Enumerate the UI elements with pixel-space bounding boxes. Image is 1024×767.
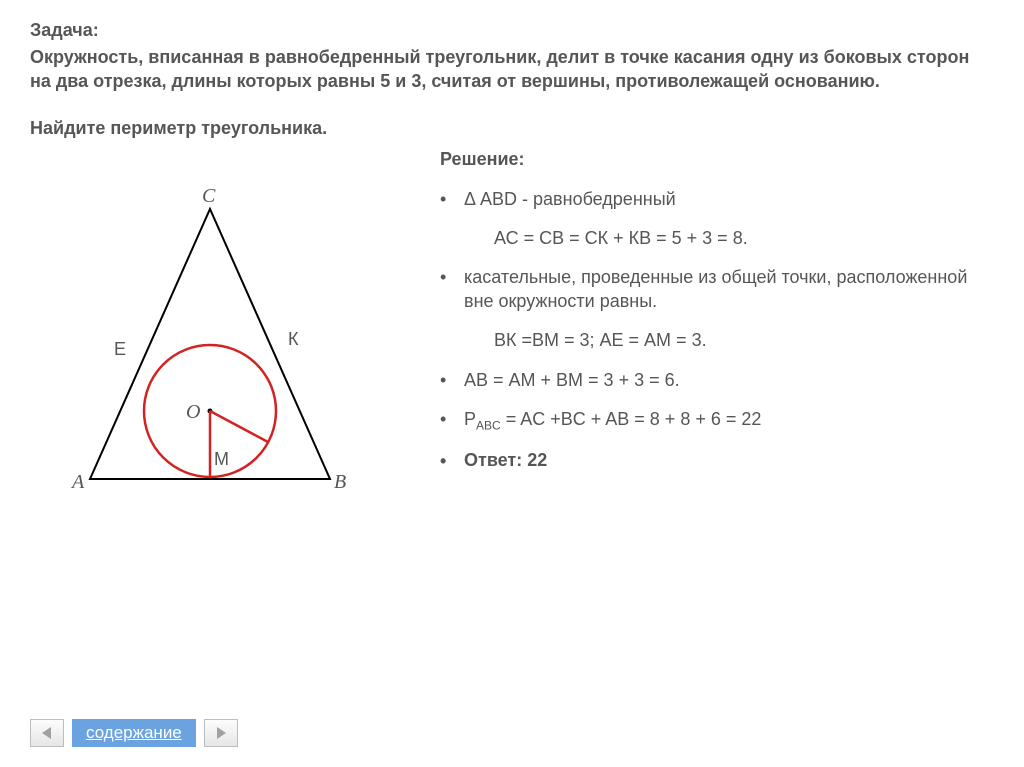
solution-lines: •Δ АВD - равнобедренныйАС = СВ = СК + КВ… <box>440 188 994 435</box>
solution-text: касательные, проведенные из общей точки,… <box>464 266 994 313</box>
bullet: • <box>440 188 464 211</box>
solution-line: •АВ = АМ + ВМ = 3 + 3 = 6. <box>440 369 994 392</box>
solution-column: Решение: •Δ АВD - равнобедренныйАС = СВ … <box>440 149 994 509</box>
solution-line: ВК =ВМ = 3; АЕ = АМ = 3. <box>440 329 994 352</box>
arrow-right-icon <box>213 725 229 741</box>
solution-title: Решение: <box>440 149 994 170</box>
label-m: М <box>214 449 229 470</box>
label-c: C <box>202 185 215 208</box>
diagram-column: C A B O Е К М <box>30 149 430 509</box>
nav-next-button[interactable] <box>204 719 238 747</box>
problem-title: Задача: <box>30 20 994 41</box>
answer-value: : 22 <box>516 450 547 470</box>
solution-line: •касательные, проведенные из общей точки… <box>440 266 994 313</box>
label-k: К <box>288 329 299 350</box>
bullet: • <box>440 266 464 289</box>
problem-find: Найдите периметр треугольника. <box>30 118 994 139</box>
label-a: A <box>72 471 84 494</box>
label-e: Е <box>114 339 126 360</box>
content-row: C A B O Е К М Решение: •Δ АВD - равнобед… <box>30 149 994 509</box>
problem-text: Окружность, вписанная в равнобедренный т… <box>30 45 994 94</box>
contents-link[interactable]: содержание <box>72 719 196 747</box>
solution-text: PABC = AC +BC + AB = 8 + 8 + 6 = 22 <box>464 408 994 434</box>
solution-line: АС = СВ = СК + КВ = 5 + 3 = 8. <box>440 227 994 250</box>
arrow-left-icon <box>39 725 55 741</box>
solution-line: •Δ АВD - равнобедренный <box>440 188 994 211</box>
answer-line: • Ответ: 22 <box>440 450 994 473</box>
answer-text: Ответ: 22 <box>464 450 994 473</box>
answer-label: Ответ <box>464 450 516 470</box>
nav-prev-button[interactable] <box>30 719 64 747</box>
solution-text: АС = СВ = СК + КВ = 5 + 3 = 8. <box>494 227 994 250</box>
solution-line: •PABC = AC +BC + AB = 8 + 8 + 6 = 22 <box>440 408 994 434</box>
solution-text: Δ АВD - равнобедренный <box>464 188 994 211</box>
bullet: • <box>440 408 464 431</box>
radius-ok <box>210 411 268 442</box>
triangle-diagram: C A B O Е К М <box>50 189 410 509</box>
answer-bullet: • <box>440 450 464 473</box>
solution-text: ВК =ВМ = 3; АЕ = АМ = 3. <box>494 329 994 352</box>
label-b: B <box>334 471 346 494</box>
diagram-svg <box>50 189 410 509</box>
bottom-nav: содержание <box>30 719 238 747</box>
solution-text: АВ = АМ + ВМ = 3 + 3 = 6. <box>464 369 994 392</box>
label-o: O <box>186 401 200 424</box>
bullet: • <box>440 369 464 392</box>
